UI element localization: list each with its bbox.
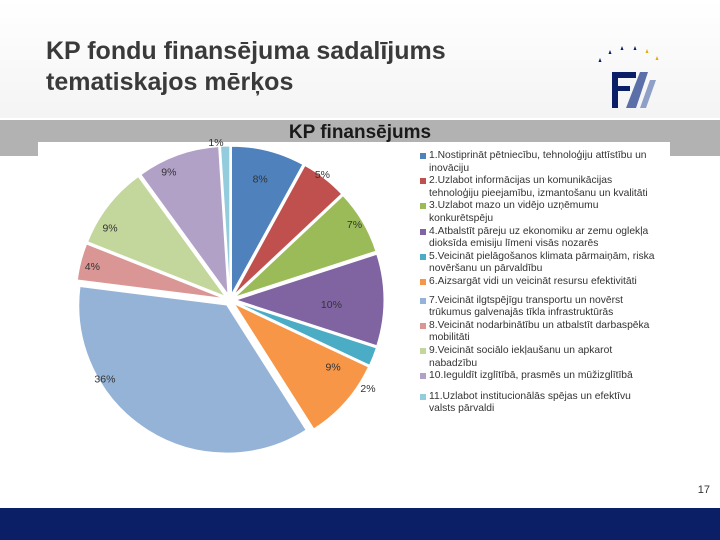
legend-label-6: 6.Aizsargāt vidi un veicināt resursu efe… xyxy=(429,275,637,287)
pie-slice-10 xyxy=(140,146,229,297)
data-label-7: 36% xyxy=(94,374,115,386)
legend-item-5: 5.Veicināt pielāgošanos klimata pārmaiņā… xyxy=(420,251,660,276)
legend-marker-7 xyxy=(420,297,426,304)
slide-title-line-2: tematiskajos mērķos xyxy=(46,68,294,96)
legend-label-11: 11.Uzlabot institucionālās spējas un efe… xyxy=(429,390,631,415)
data-label-3: 7% xyxy=(347,219,362,231)
pie-slice-3 xyxy=(234,194,377,298)
data-label-8: 4% xyxy=(85,261,100,273)
pie-slice-2 xyxy=(233,164,343,296)
data-label-9: 9% xyxy=(102,223,117,235)
legend-marker-4 xyxy=(420,228,426,235)
data-label-10: 9% xyxy=(161,167,176,179)
legend-marker-6 xyxy=(420,278,426,285)
legend-label-3: 3.Uzlabot mazo un vidējo uzņēmumu konkur… xyxy=(429,200,599,224)
legend-item-7: 7.Veicināt ilgtspējīgu transportu un nov… xyxy=(420,295,660,320)
legend-item-10: 10.Ieguldīt izglītībā, prasmēs un mūžizg… xyxy=(420,370,660,383)
legend-marker-5 xyxy=(420,253,426,260)
pie-slice-4 xyxy=(234,253,385,347)
legend-label-10: 10.Ieguldīt izglītībā, prasmēs un mūžizg… xyxy=(429,370,633,382)
legend-item-3: 3.Uzlabot mazo un vidējo uzņēmumu konkur… xyxy=(420,200,660,225)
legend-item-6: 6.Aizsargāt vidi un veicināt resursu efe… xyxy=(420,276,660,289)
data-label-5: 2% xyxy=(360,383,375,395)
slide-title: KP fondu finansējuma sadalījums tematisk… xyxy=(46,36,566,98)
footer-bar xyxy=(0,508,720,540)
legend-label-9: 9.Veicināt sociālo iekļaušanu un apkarot… xyxy=(429,344,613,369)
data-label-4: 10% xyxy=(321,299,342,311)
legend-label-8: 8.Veicināt nodarbinātību un atbalstīt da… xyxy=(429,319,650,344)
legend-marker-1 xyxy=(420,153,426,159)
legend-marker-9 xyxy=(420,347,426,354)
pie-slice-9 xyxy=(87,175,227,298)
data-label-11: 1% xyxy=(208,137,223,149)
data-label-1: 8% xyxy=(253,173,268,185)
legend-item-4: 4.Atbalstīt pāreju uz ekonomiku ar zemu … xyxy=(420,226,660,251)
pie-slice-5 xyxy=(235,301,377,366)
legend-marker-8 xyxy=(420,322,426,329)
data-label-2: 5% xyxy=(315,169,330,181)
legend-marker-2 xyxy=(420,178,426,185)
pie-slice-6 xyxy=(233,302,370,430)
pie-slice-1 xyxy=(230,145,304,295)
pie-slice-8 xyxy=(76,243,225,300)
legend-label-1: 1.Nostiprināt pētniecību, tehnoloģiju at… xyxy=(429,150,647,174)
data-label-6: 9% xyxy=(325,361,340,373)
legend-item-2: 2.Uzlabot informācijas un komunikācijas … xyxy=(420,175,660,200)
legend-item-11: 11.Uzlabot institucionālās spējas un efe… xyxy=(420,391,660,416)
fm-logo-icon xyxy=(598,46,659,108)
legend-item-9: 9.Veicināt sociālo iekļaušanu un apkarot… xyxy=(420,345,660,370)
pie-slice-7 xyxy=(78,285,307,454)
chart-legend: 1.Nostiprināt pētniecību, tehnoloģiju at… xyxy=(420,150,660,416)
chart-title: KP finansējums xyxy=(288,122,432,143)
legend-item-1: 1.Nostiprināt pētniecību, tehnoloģiju at… xyxy=(420,150,660,175)
legend-label-5: 5.Veicināt pielāgošanos klimata pārmaiņā… xyxy=(429,250,655,275)
legend-label-7: 7.Veicināt ilgtspējīgu transportu un nov… xyxy=(429,294,624,319)
legend-item-8: 8.Veicināt nodarbinātību un atbalstīt da… xyxy=(420,320,660,345)
legend-marker-3 xyxy=(420,203,426,210)
pie-slice-11 xyxy=(219,145,231,295)
slide-title-line-1: KP fondu finansējuma sadalījums xyxy=(46,37,446,65)
legend-label-4: 4.Atbalstīt pāreju uz ekonomiku ar zemu … xyxy=(429,225,649,250)
page-number: 17 xyxy=(697,484,710,496)
legend-marker-10 xyxy=(420,373,426,380)
legend-label-2: 2.Uzlabot informācijas un komunikācijas … xyxy=(429,175,648,199)
legend-marker-11 xyxy=(420,393,426,400)
